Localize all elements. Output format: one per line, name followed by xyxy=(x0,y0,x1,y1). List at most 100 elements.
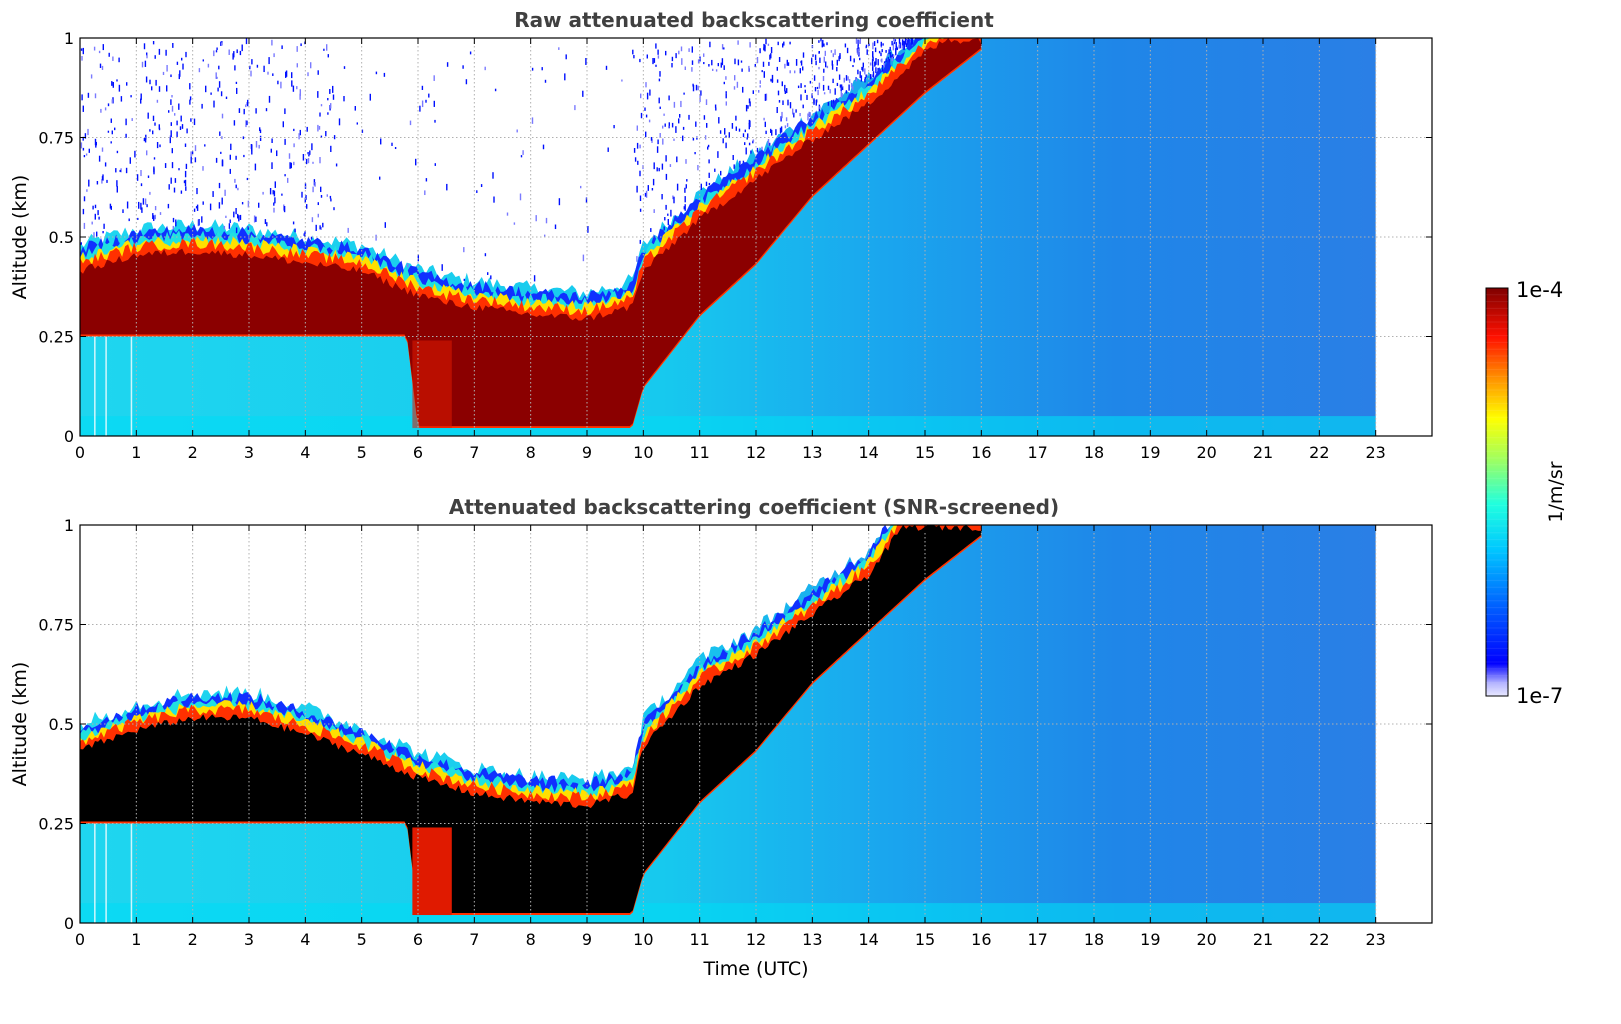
noise-speck xyxy=(640,112,643,119)
x-tick-label: 4 xyxy=(300,443,310,462)
noise-speck xyxy=(154,206,157,211)
y-tick-label: 0.5 xyxy=(49,715,74,734)
noise-speck xyxy=(650,228,652,232)
noise-speck xyxy=(686,179,688,182)
noise-speck xyxy=(271,138,273,144)
noise-speck xyxy=(83,222,86,229)
noise-speck xyxy=(287,177,289,183)
noise-speck xyxy=(327,54,329,58)
noise-speck xyxy=(424,190,426,196)
noise-speck xyxy=(119,169,121,173)
noise-speck xyxy=(651,138,653,143)
noise-speck xyxy=(891,56,893,62)
noise-speck xyxy=(585,58,587,65)
noise-speck xyxy=(636,185,638,193)
noise-speck xyxy=(765,130,767,135)
noise-speck xyxy=(428,93,430,98)
noise-speck xyxy=(848,84,850,91)
streak xyxy=(94,336,96,436)
noise-speck xyxy=(266,222,268,227)
noise-speck xyxy=(895,42,897,49)
y-tick-label: 0.5 xyxy=(49,228,74,247)
noise-speck xyxy=(273,207,275,213)
noise-speck xyxy=(284,108,286,115)
noise-speck xyxy=(650,137,653,141)
noise-speck xyxy=(770,128,772,133)
noise-speck xyxy=(267,71,269,75)
noise-speck xyxy=(190,118,192,122)
noise-speck xyxy=(799,68,801,74)
noise-speck xyxy=(739,160,741,168)
noise-speck xyxy=(880,41,882,47)
noise-speck xyxy=(182,63,184,70)
noise-speck xyxy=(663,113,665,116)
noise-speck xyxy=(685,184,687,189)
noise-speck xyxy=(887,54,889,57)
noise-speck xyxy=(185,186,187,191)
panel1-ticks: 0 1 2 3 4 5 6 7 8 9 10 11 12 13 14 15 16 17 18 19 20 21 22 2300… xyxy=(38,29,1432,462)
noise-speck xyxy=(335,163,338,167)
noise-speck xyxy=(184,170,187,178)
noise-speck xyxy=(484,253,487,257)
noise-speck xyxy=(219,131,221,136)
noise-speck xyxy=(140,170,142,177)
noise-speck xyxy=(299,93,301,100)
noise-speck xyxy=(82,136,84,141)
noise-speck xyxy=(894,39,897,42)
noise-speck xyxy=(767,139,770,146)
noise-speck xyxy=(819,106,821,109)
noise-speck xyxy=(645,190,648,198)
noise-speck xyxy=(144,138,147,143)
noise-speck xyxy=(684,204,686,211)
x-tick-label: 3 xyxy=(244,443,254,462)
y-tick-label: 0.25 xyxy=(38,328,74,347)
noise-speck xyxy=(104,107,107,111)
noise-speck xyxy=(312,161,314,164)
noise-speck xyxy=(662,125,664,129)
noise-speck xyxy=(880,52,882,57)
noise-speck xyxy=(249,65,251,70)
noise-speck xyxy=(131,118,133,121)
noise-speck xyxy=(804,85,806,88)
noise-speck xyxy=(213,100,215,108)
noise-speck xyxy=(476,190,478,193)
noise-speck xyxy=(245,38,248,45)
noise-speck xyxy=(141,207,143,213)
noise-speck xyxy=(776,107,778,114)
noise-speck xyxy=(898,44,900,49)
noise-speck xyxy=(272,190,274,195)
noise-speck xyxy=(158,48,161,55)
noise-speck xyxy=(657,139,659,145)
noise-speck xyxy=(311,217,314,223)
x-tick-label: 18 xyxy=(1084,930,1104,949)
noise-speck xyxy=(224,189,226,196)
noise-speck xyxy=(305,195,307,200)
noise-speck xyxy=(819,57,821,63)
x-tick-label: 6 xyxy=(413,930,423,949)
noise-speck xyxy=(277,80,279,85)
noise-speck xyxy=(254,163,257,171)
noise-speck xyxy=(764,44,766,48)
noise-speck xyxy=(158,86,161,92)
noise-speck xyxy=(845,90,848,94)
noise-speck xyxy=(636,142,639,149)
noise-speck xyxy=(184,179,187,187)
noise-speck xyxy=(172,43,174,48)
noise-speck xyxy=(825,61,827,68)
noise-speck xyxy=(807,113,809,121)
noise-speck xyxy=(167,203,170,209)
noise-speck xyxy=(715,107,717,111)
noise-speck xyxy=(658,167,660,172)
noise-speck xyxy=(235,227,238,234)
noise-speck xyxy=(742,133,745,138)
noise-speck xyxy=(110,141,112,144)
noise-speck xyxy=(795,59,798,66)
noise-speck xyxy=(793,112,795,118)
noise-speck xyxy=(725,94,727,99)
noise-speck xyxy=(238,215,240,222)
noise-speck xyxy=(859,38,861,44)
noise-speck xyxy=(653,58,656,63)
noise-speck xyxy=(535,215,537,222)
noise-speck xyxy=(692,85,695,92)
x-tick-label: 8 xyxy=(526,443,536,462)
